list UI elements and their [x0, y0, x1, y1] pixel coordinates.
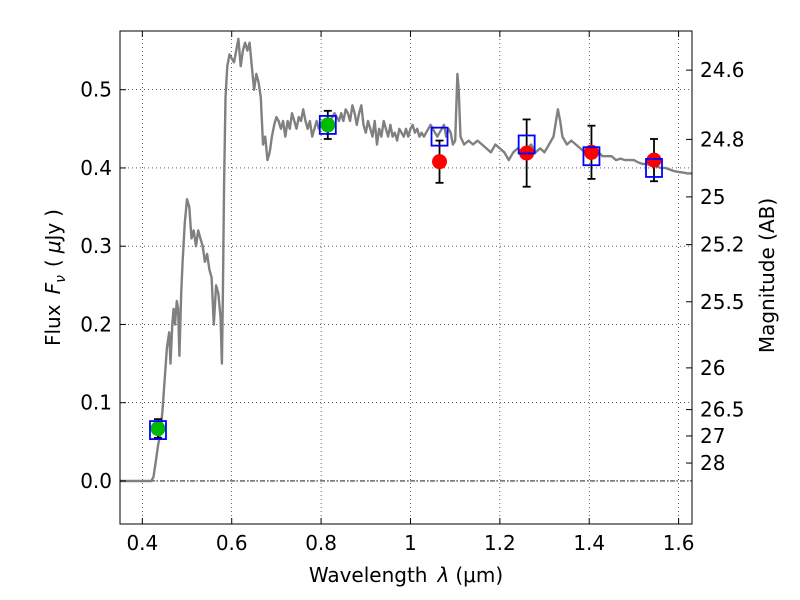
y2-tick-label: 26.5 [700, 398, 745, 422]
axis-ticks: 0.4 0.6 0.8 1 1.2 1.4 1.6 0.0 0.1 0.2 0.3 0.4 0.5 24.… [80, 31, 745, 555]
plot-frame [119, 30, 693, 525]
y2-tick-label: 28 [700, 451, 725, 475]
model-photometry-square [318, 115, 337, 135]
y2-tick-label: 24.6 [700, 58, 745, 82]
observed-point [583, 144, 599, 160]
grid [120, 31, 692, 524]
y-tick-label: 0.5 [80, 78, 112, 102]
y-tick-label: 0.4 [80, 156, 112, 180]
model-photometry-square [645, 158, 663, 178]
right-axis-label: Magnitude (AB) [755, 198, 779, 353]
x-tick-label: 0.4 [126, 531, 158, 555]
model-photometry-square [582, 146, 601, 167]
model-photometry-square [517, 134, 536, 155]
y-tick-label: 0.2 [80, 312, 112, 336]
y-tick-label: 0.3 [80, 234, 112, 258]
x-tick-label: 1 [404, 531, 417, 555]
observed-point [646, 152, 662, 168]
model-photometry-square [430, 126, 449, 147]
y2-tick-label: 27 [700, 424, 725, 448]
y-axis-label: FluxFν(μJy) [41, 209, 69, 346]
sed-model-line [120, 37, 692, 483]
y2-tick-label: 24.8 [700, 127, 745, 151]
x-tick-label: 0.8 [305, 531, 337, 555]
y2-tick-label: 26 [700, 356, 725, 380]
x-tick-label: 1.4 [573, 531, 605, 555]
x-tick-label: 1.6 [663, 531, 695, 555]
observed-point [320, 117, 336, 133]
x-tick-label: 1.2 [484, 531, 516, 555]
model-photometry-square [149, 420, 167, 440]
x-tick-label: 0.6 [216, 531, 248, 555]
y2-tick-label: 25 [700, 185, 725, 209]
y2-tick-label: 25.2 [700, 233, 745, 257]
photometry-points [149, 109, 663, 440]
y2-tick-label: 25.5 [700, 290, 745, 314]
y-tick-label: 0.1 [80, 391, 112, 415]
observed-point [150, 421, 166, 437]
y-tick-label: 0.0 [80, 469, 112, 493]
observed-point [432, 154, 448, 170]
x-axis-label: Wavelength λ (μm) [309, 563, 503, 587]
